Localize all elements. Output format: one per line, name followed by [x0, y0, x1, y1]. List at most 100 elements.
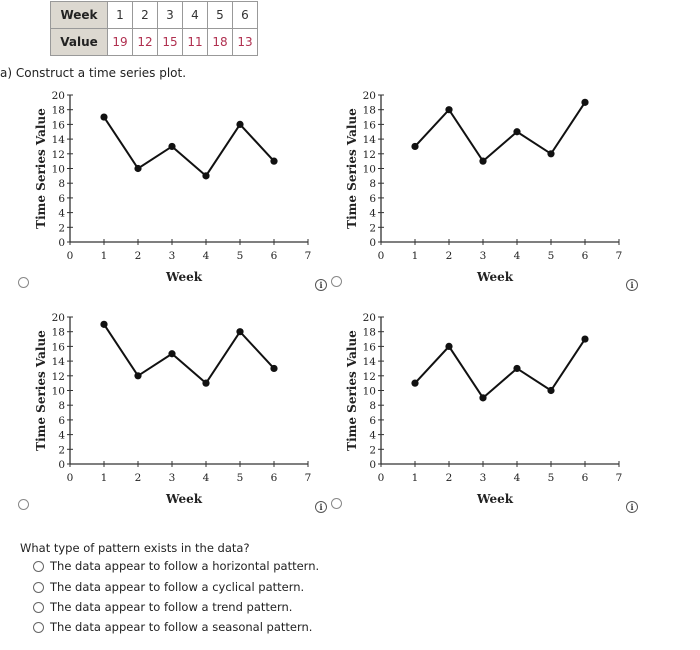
x-axis-label: Week	[165, 492, 203, 506]
data-point	[445, 106, 453, 114]
y-tick-label: 8	[369, 178, 376, 190]
y-axis-label: Time Series Value	[345, 108, 359, 229]
radio-button[interactable]	[33, 581, 44, 593]
x-tick-label: 3	[480, 250, 487, 262]
option-label: The data appear to follow a cyclical pat…	[50, 580, 305, 594]
radio-button[interactable]	[33, 560, 44, 572]
chart-option-1-radio[interactable]	[18, 277, 29, 288]
x-tick-label: 4	[203, 250, 210, 262]
x-axis-label: Week	[476, 492, 514, 506]
data-point	[168, 350, 176, 358]
data-point	[168, 142, 176, 151]
y-tick-label: 14	[52, 134, 66, 146]
y-tick-label: 18	[363, 105, 376, 117]
data-point	[270, 364, 278, 373]
x-tick-label: 2	[135, 250, 142, 262]
y-tick-label: 8	[58, 178, 65, 190]
data-table: Week 1 2 3 4 5 6 Value 19 12 15 11 18 13	[50, 1, 258, 56]
option-trend[interactable]: The data appear to follow a trend patter…	[33, 600, 292, 614]
radio-button[interactable]	[33, 621, 44, 633]
data-point	[479, 394, 487, 402]
y-tick-label: 8	[58, 400, 65, 412]
option-label: The data appear to follow a seasonal pat…	[50, 620, 313, 634]
y-tick-label: 10	[52, 386, 65, 398]
y-tick-label: 12	[363, 371, 376, 383]
option-horizontal[interactable]: The data appear to follow a horizontal p…	[33, 559, 319, 573]
x-axis-label: Week	[165, 270, 203, 284]
value-cell: 18	[207, 28, 233, 56]
y-tick-label: 14	[363, 134, 377, 146]
data-point	[445, 342, 453, 350]
y-tick-label: 8	[369, 400, 376, 412]
week-cell: 3	[157, 1, 183, 29]
radio-button[interactable]	[33, 601, 44, 613]
x-tick-label: 7	[305, 472, 312, 484]
part-a-prompt: a) Construct a time series plot.	[0, 66, 187, 80]
x-tick-label: 5	[548, 250, 555, 262]
week-cell: 5	[207, 1, 233, 29]
x-tick-label: 5	[237, 250, 244, 262]
x-tick-label: 3	[480, 472, 487, 484]
y-tick-label: 14	[363, 356, 377, 368]
y-tick-label: 18	[52, 105, 65, 117]
x-tick-label: 4	[203, 472, 210, 484]
y-axis-label: Time Series Value	[34, 330, 48, 451]
y-tick-label: 4	[369, 208, 376, 220]
x-tick-label: 0	[67, 472, 74, 484]
week-cell: 2	[132, 1, 158, 29]
y-tick-label: 14	[52, 356, 66, 368]
value-cell: 19	[107, 28, 133, 56]
y-tick-label: 16	[52, 119, 66, 131]
x-tick-label: 7	[616, 250, 623, 262]
x-tick-label: 1	[412, 472, 419, 484]
value-row: Value 19 12 15 11 18 13	[50, 28, 258, 56]
x-tick-label: 1	[412, 250, 419, 262]
info-icon[interactable]: i	[315, 501, 327, 513]
data-point	[236, 328, 244, 336]
y-tick-label: 6	[58, 415, 65, 427]
y-tick-label: 20	[363, 312, 376, 324]
data-point	[581, 335, 589, 343]
y-tick-label: 6	[369, 193, 376, 205]
option-label: The data appear to follow a trend patter…	[50, 600, 293, 614]
x-tick-label: 3	[169, 250, 176, 262]
week-header: Week	[50, 1, 108, 29]
y-tick-label: 10	[52, 164, 65, 176]
x-tick-label: 4	[514, 250, 521, 262]
value-cell: 11	[182, 28, 208, 56]
info-icon[interactable]: i	[626, 501, 638, 513]
option-cyclical[interactable]: The data appear to follow a cyclical pat…	[33, 580, 304, 594]
y-tick-label: 2	[369, 444, 376, 456]
chart-option-3-radio[interactable]	[18, 499, 29, 510]
chart-option-2-radio[interactable]	[331, 276, 342, 287]
y-tick-label: 16	[363, 341, 377, 353]
chart-option-4-radio[interactable]	[331, 498, 342, 509]
x-axis-label: Week	[476, 270, 514, 284]
data-point	[134, 164, 142, 173]
x-tick-label: 2	[446, 250, 453, 262]
y-tick-label: 0	[369, 237, 376, 249]
x-tick-label: 2	[135, 472, 142, 484]
x-tick-label: 1	[101, 472, 108, 484]
series-line	[414, 101, 586, 163]
data-point	[202, 172, 210, 180]
x-tick-label: 2	[446, 472, 453, 484]
info-icon[interactable]: i	[315, 279, 327, 291]
y-tick-label: 0	[58, 237, 65, 249]
info-icon[interactable]: i	[626, 279, 638, 291]
data-point	[513, 364, 521, 373]
week-cell: 6	[232, 1, 258, 29]
x-tick-label: 4	[514, 472, 521, 484]
y-tick-label: 18	[363, 327, 376, 339]
x-tick-label: 5	[237, 472, 244, 484]
option-seasonal[interactable]: The data appear to follow a seasonal pat…	[33, 620, 312, 634]
y-tick-label: 20	[52, 312, 65, 324]
data-point	[202, 379, 210, 387]
y-tick-label: 0	[369, 459, 376, 471]
x-tick-label: 0	[378, 472, 385, 484]
x-tick-label: 6	[271, 472, 278, 484]
x-tick-label: 7	[305, 250, 312, 262]
